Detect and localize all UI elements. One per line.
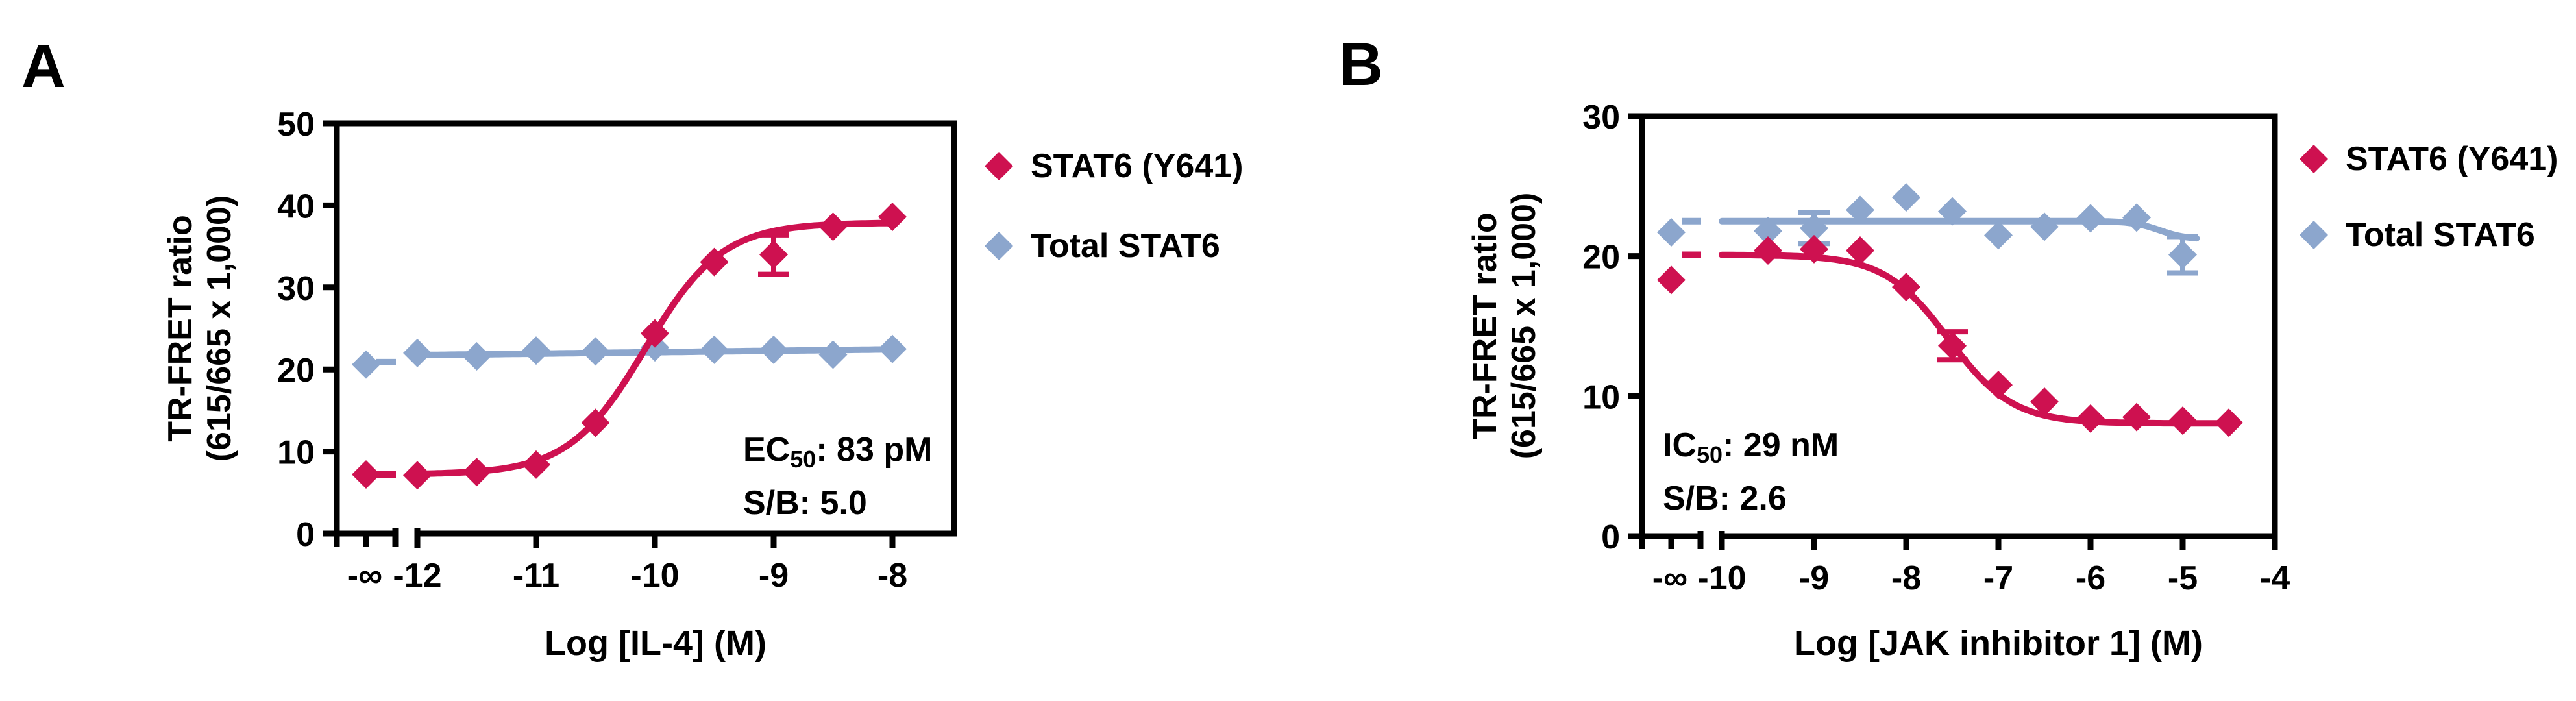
metric-subscript: 50 [1697, 441, 1723, 468]
fit-curve [1719, 251, 2232, 427]
series-stat6-y641- [1657, 234, 2243, 437]
legend-item-total-stat6: Total STAT6 [2299, 216, 2535, 254]
panel-a-x-axis-title: Log [IL-4] (M) [545, 624, 767, 663]
y-tick-label: 40 [277, 188, 315, 225]
series-total-stat6 [352, 333, 907, 379]
y-tick-label: 30 [277, 270, 315, 308]
blue-diamond-icon [985, 232, 1013, 260]
x-tick-label: -9 [1799, 560, 1829, 597]
legend-label: Total STAT6 [1031, 227, 1220, 265]
x-tick-label: -5 [2168, 560, 2198, 597]
x-tick-label: -12 [393, 557, 441, 595]
panel-A-plot: 0 10 20 30 40 50 -∞ -12 -11 -10 -9 -8 [277, 106, 957, 595]
x-tick-label: -8 [877, 557, 907, 595]
panel-B-plot: 0 10 20 30 -∞ -10 -9 -8 -7 -6 -5 -4 [1582, 99, 2290, 597]
y-tick-label: 10 [277, 434, 315, 472]
data-points [352, 333, 907, 379]
legend-item-stat6-y641: STAT6 (Y641) [984, 147, 1244, 185]
fit-curve [1719, 217, 2200, 242]
series-stat6-y641- [352, 203, 907, 490]
metric-name: IC [1663, 426, 1697, 464]
x-tick-label: -9 [759, 557, 789, 595]
x-tick-label-control: -∞ [1652, 560, 1687, 597]
legend-label: Total STAT6 [2346, 216, 2535, 254]
panel-b-sb-annotation: S/B: 2.6 [1663, 480, 1787, 517]
panel-a-sb-annotation: S/B: 5.0 [743, 484, 867, 522]
panel-a-y-axis-title: TR-FRET ratio (615/665 x 1,000) [161, 195, 239, 462]
metric-name: EC [743, 431, 791, 469]
x-tick-label: -10 [630, 557, 679, 595]
y-tick-label: 50 [277, 106, 315, 143]
x-tick-label: -6 [2076, 560, 2105, 597]
panel-a-letter: A [21, 32, 66, 100]
red-diamond-icon [2300, 145, 2328, 173]
metric-value: : 83 pM [816, 431, 933, 469]
y-axis-title-line1: TR-FRET ratio [162, 215, 199, 442]
panel-b-letter: B [1339, 30, 1383, 98]
legend-item-total-stat6: Total STAT6 [984, 227, 1220, 265]
y-tick-label: 20 [277, 352, 315, 389]
metric-value: : 29 nM [1723, 426, 1839, 464]
y-axis-title-line2: (615/665 x 1,000) [201, 195, 238, 462]
y-tick-label: 0 [1601, 519, 1620, 556]
y-tick-label: 10 [1582, 378, 1620, 416]
y-axis-title-line1: TR-FRET ratio [1466, 212, 1504, 439]
panel-b-y-axis-title: TR-FRET ratio (615/665 x 1,000) [1466, 193, 1543, 460]
legend-label: STAT6 (Y641) [1031, 147, 1244, 185]
metric-subscript: 50 [790, 446, 816, 473]
panel-b-ic50-annotation: IC50: 29 nM [1663, 426, 1839, 469]
data-points [1657, 234, 2243, 437]
series-total-stat6 [1657, 183, 2200, 276]
red-diamond-icon [985, 152, 1013, 180]
panel-a-ec50-annotation: EC50: 83 pM [743, 430, 932, 473]
x-tick-label: -11 [513, 557, 559, 595]
y-tick-label: 0 [296, 516, 315, 554]
x-tick-label: -7 [1983, 560, 2013, 597]
x-tick-label-control: -∞ [347, 557, 382, 595]
x-tick-label: -8 [1891, 560, 1921, 597]
data-points [1657, 183, 2197, 269]
x-tick-label: -4 [2260, 560, 2290, 597]
legend-item-stat6-y641: STAT6 (Y641) [2299, 140, 2558, 178]
y-tick-label: 20 [1582, 239, 1620, 277]
panel-b-x-axis-title: Log [JAK inhibitor 1] (M) [1794, 624, 2203, 663]
blue-diamond-icon [2300, 221, 2328, 249]
y-axis-title-line2: (615/665 x 1,000) [1505, 192, 1543, 460]
legend-label: STAT6 (Y641) [2346, 140, 2558, 178]
x-tick-label: -10 [1697, 560, 1746, 597]
y-tick-label: 30 [1582, 99, 1620, 136]
